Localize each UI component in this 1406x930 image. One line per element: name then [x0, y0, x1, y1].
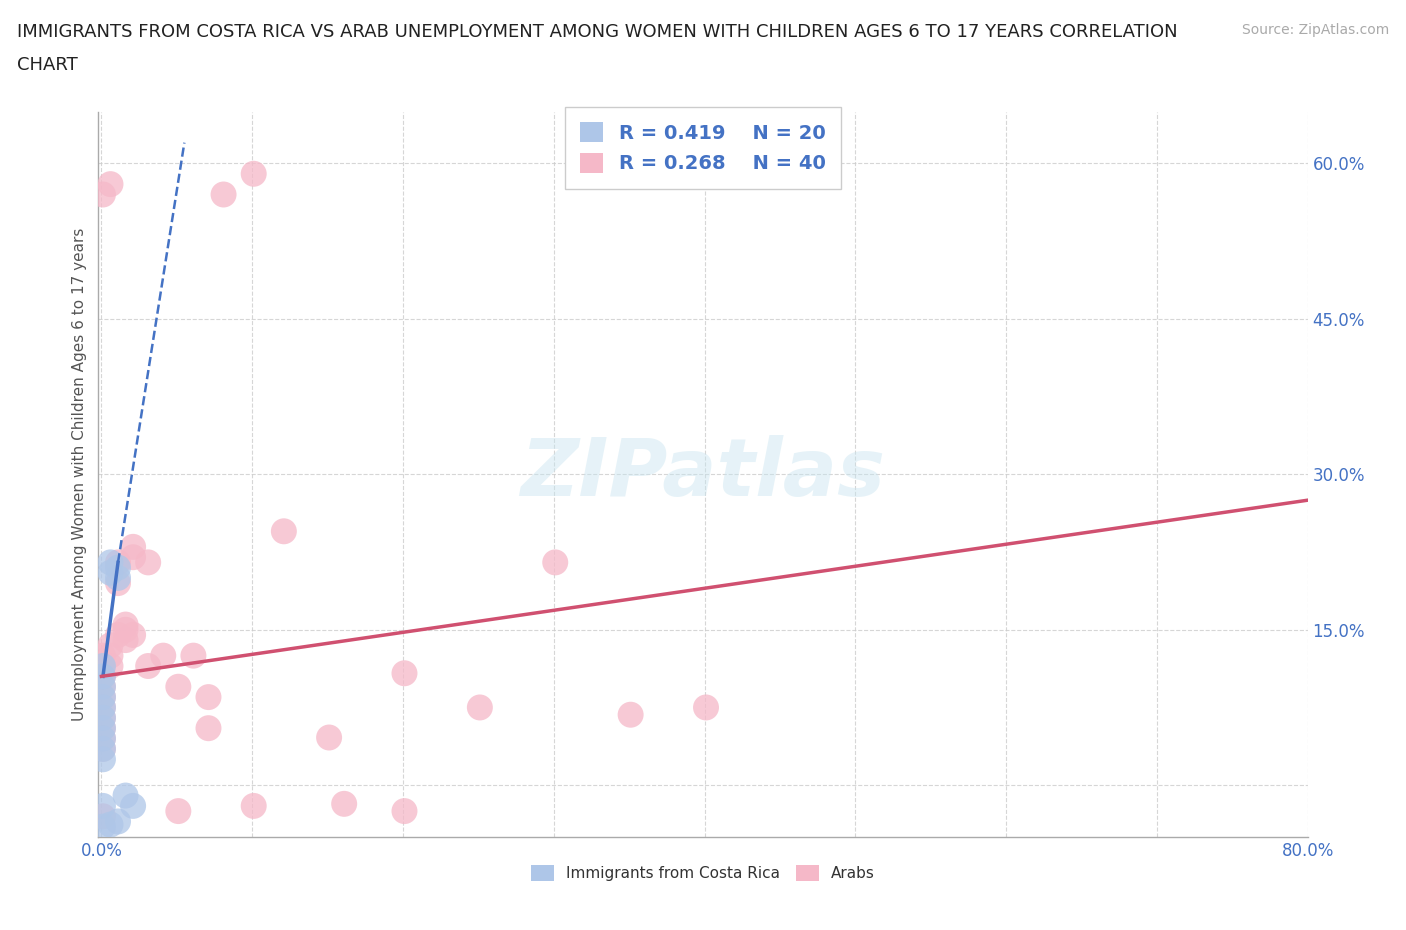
Point — [114, 632, 136, 647]
Point — [242, 799, 264, 814]
Point — [91, 669, 114, 684]
Point — [114, 622, 136, 637]
Point — [91, 731, 114, 746]
Point — [91, 711, 114, 725]
Point — [394, 666, 416, 681]
Point — [544, 555, 567, 570]
Point — [91, 679, 114, 694]
Point — [91, 700, 114, 715]
Point — [620, 708, 643, 723]
Point — [122, 550, 145, 565]
Point — [114, 788, 136, 803]
Point — [91, 741, 114, 756]
Point — [122, 799, 145, 814]
Point — [242, 166, 264, 181]
Point — [107, 555, 129, 570]
Point — [212, 187, 235, 202]
Point — [468, 700, 491, 715]
Point — [91, 799, 114, 814]
Point — [100, 658, 122, 673]
Point — [394, 804, 416, 818]
Point — [91, 711, 114, 725]
Point — [91, 700, 114, 715]
Point — [91, 648, 114, 663]
Point — [136, 658, 159, 673]
Point — [136, 555, 159, 570]
Point — [91, 731, 114, 746]
Point — [167, 679, 190, 694]
Point — [122, 628, 145, 643]
Point — [107, 560, 129, 575]
Point — [333, 796, 356, 811]
Point — [100, 177, 122, 192]
Point — [91, 187, 114, 202]
Point — [273, 524, 295, 538]
Point — [107, 570, 129, 585]
Point — [695, 700, 717, 715]
Point — [91, 679, 114, 694]
Point — [114, 618, 136, 632]
Point — [107, 628, 129, 643]
Point — [197, 721, 219, 736]
Text: CHART: CHART — [17, 56, 77, 73]
Text: Source: ZipAtlas.com: Source: ZipAtlas.com — [1241, 23, 1389, 37]
Point — [152, 648, 174, 663]
Legend: Immigrants from Costa Rica, Arabs: Immigrants from Costa Rica, Arabs — [526, 859, 880, 887]
Point — [91, 690, 114, 705]
Text: ZIPatlas: ZIPatlas — [520, 435, 886, 513]
Point — [100, 817, 122, 832]
Point — [91, 721, 114, 736]
Point — [91, 751, 114, 766]
Point — [183, 648, 205, 663]
Point — [107, 814, 129, 829]
Point — [91, 658, 114, 673]
Point — [91, 809, 114, 824]
Point — [91, 669, 114, 684]
Point — [91, 690, 114, 705]
Point — [100, 555, 122, 570]
Point — [91, 819, 114, 834]
Point — [197, 690, 219, 705]
Y-axis label: Unemployment Among Women with Children Ages 6 to 17 years: Unemployment Among Women with Children A… — [72, 228, 87, 721]
Text: IMMIGRANTS FROM COSTA RICA VS ARAB UNEMPLOYMENT AMONG WOMEN WITH CHILDREN AGES 6: IMMIGRANTS FROM COSTA RICA VS ARAB UNEMP… — [17, 23, 1177, 41]
Point — [107, 576, 129, 591]
Point — [100, 565, 122, 580]
Point — [91, 721, 114, 736]
Point — [91, 658, 114, 673]
Point — [318, 730, 340, 745]
Point — [100, 648, 122, 663]
Point — [91, 741, 114, 756]
Point — [122, 539, 145, 554]
Point — [167, 804, 190, 818]
Point — [100, 638, 122, 653]
